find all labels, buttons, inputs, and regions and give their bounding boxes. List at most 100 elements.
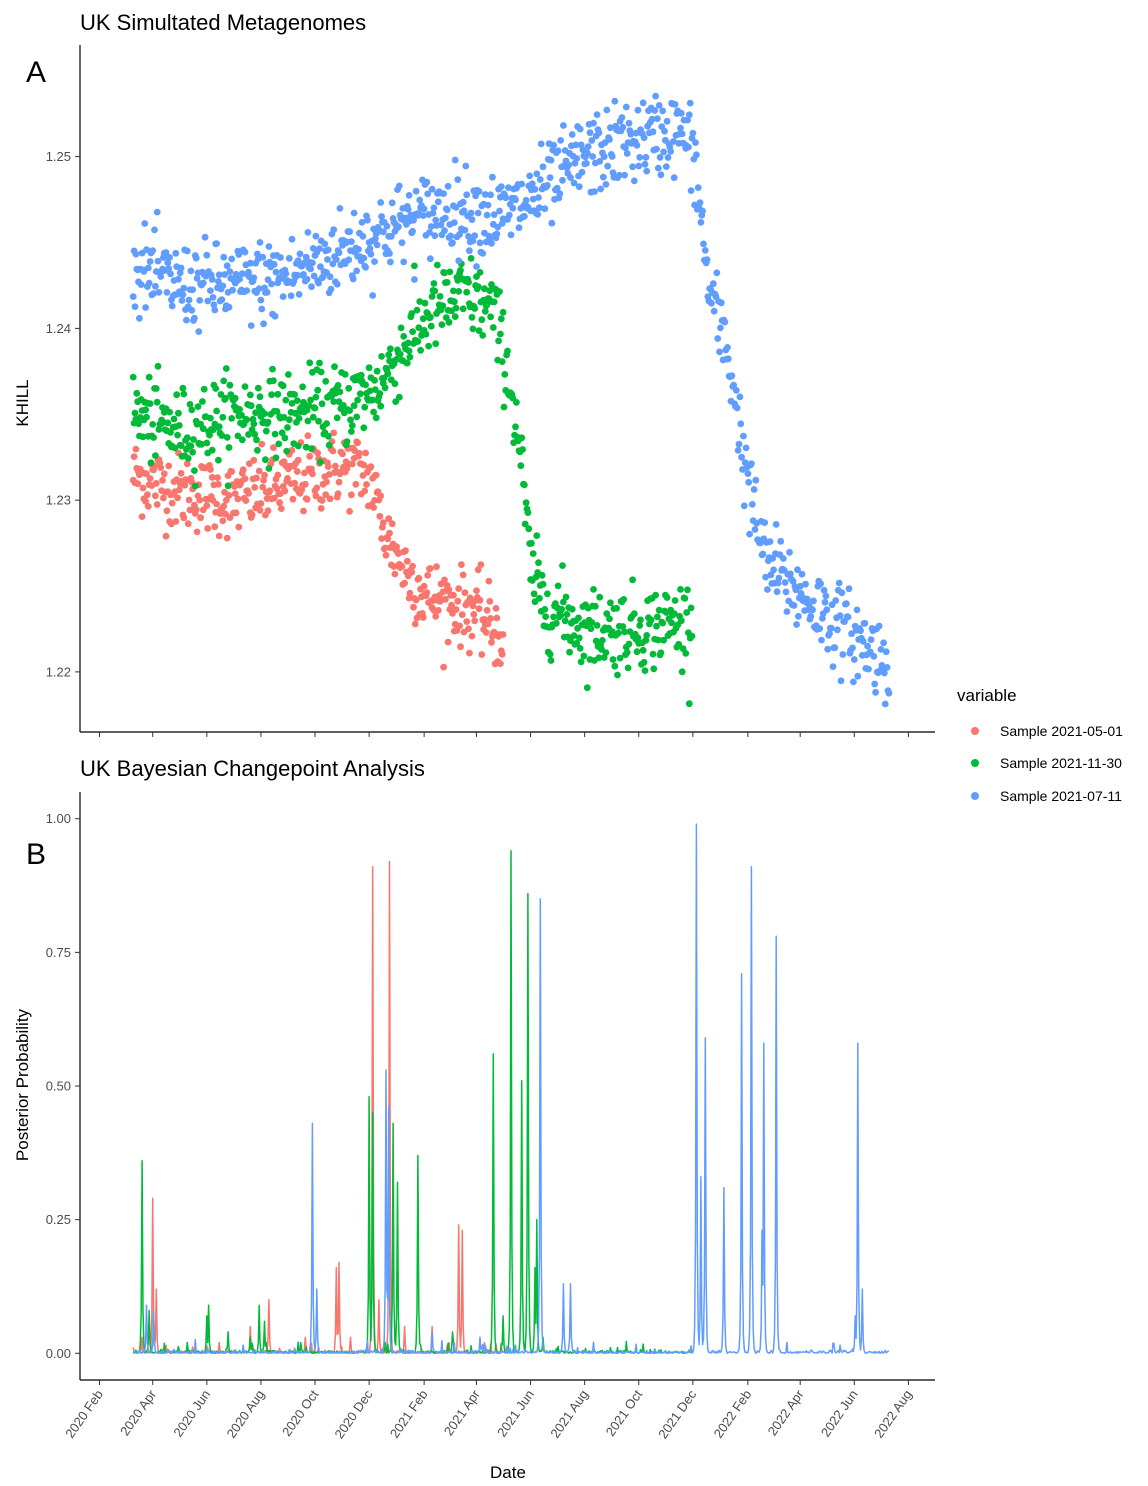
data-point (352, 480, 360, 488)
data-point (619, 623, 627, 630)
data-point (777, 537, 785, 545)
data-point (408, 310, 416, 317)
data-point (295, 291, 303, 298)
data-point (529, 195, 537, 203)
legend-swatch-sample-2021-11-30 (971, 759, 979, 767)
data-point (157, 464, 165, 471)
data-point (626, 628, 634, 635)
data-point (388, 199, 396, 207)
data-point (633, 648, 641, 656)
data-point (316, 245, 323, 253)
data-point (603, 610, 611, 618)
data-point (188, 306, 196, 314)
data-point (172, 249, 180, 257)
data-point (583, 160, 590, 167)
data-point (596, 593, 604, 601)
data-point (265, 465, 273, 472)
data-point (483, 211, 491, 219)
data-point (293, 468, 301, 475)
data-point (487, 615, 494, 622)
data-point (526, 172, 534, 180)
data-point (458, 611, 466, 619)
data-point (438, 321, 446, 328)
data-point (575, 183, 583, 191)
data-point (681, 595, 689, 602)
data-point (478, 316, 486, 324)
data-point (309, 259, 316, 267)
data-point (521, 212, 528, 220)
data-point (653, 145, 660, 153)
data-point (536, 176, 544, 183)
data-point (256, 239, 264, 246)
data-point (197, 514, 205, 522)
data-point (234, 432, 242, 440)
data-point (257, 500, 265, 507)
data-point (656, 154, 664, 161)
data-point (324, 432, 332, 440)
data-point (412, 596, 420, 604)
data-point (577, 658, 585, 666)
data-point (501, 371, 509, 378)
data-point (559, 176, 566, 184)
data-point (274, 390, 282, 398)
data-point (621, 628, 628, 636)
data-point (832, 597, 840, 604)
data-point (129, 293, 137, 300)
data-point (228, 468, 236, 475)
data-point (364, 216, 371, 224)
data-point (583, 684, 591, 692)
data-point (818, 636, 825, 644)
data-point (279, 382, 287, 390)
data-point (211, 306, 219, 314)
data-point (641, 160, 649, 168)
data-point (528, 539, 535, 547)
data-point (174, 494, 182, 502)
data-point (424, 571, 432, 579)
data-point (471, 305, 479, 312)
data-point (185, 296, 193, 304)
data-point (775, 574, 783, 582)
data-point (703, 256, 711, 263)
data-point (441, 227, 448, 235)
data-point (688, 632, 696, 640)
data-point (331, 363, 338, 371)
data-point (441, 576, 448, 584)
data-point (160, 470, 168, 478)
data-point (519, 446, 526, 453)
data-point (220, 377, 228, 385)
data-point (165, 462, 173, 470)
data-point (567, 174, 574, 182)
data-point (377, 402, 385, 410)
data-point (333, 280, 341, 288)
data-point (476, 596, 484, 604)
data-point (143, 413, 150, 421)
data-point (360, 424, 368, 432)
data-point (239, 466, 247, 474)
data-point (546, 174, 554, 182)
data-point (395, 182, 403, 190)
data-point (467, 209, 475, 217)
legend-swatch-sample-2021-05-01 (971, 727, 979, 735)
data-point (454, 176, 462, 184)
data-point (307, 396, 314, 404)
data-point (463, 618, 471, 625)
data-point (849, 644, 856, 652)
data-point (324, 463, 332, 470)
data-point (683, 609, 691, 616)
data-point (341, 371, 349, 378)
data-point (336, 205, 344, 212)
data-point (430, 280, 438, 287)
data-point (474, 283, 482, 290)
data-point (507, 231, 515, 239)
data-point (493, 230, 501, 238)
data-point (420, 205, 428, 213)
data-point (262, 427, 270, 435)
data-point (619, 123, 627, 131)
data-point (318, 400, 326, 408)
data-point (528, 180, 536, 188)
data-point (326, 495, 334, 503)
data-point (816, 625, 824, 632)
data-point (229, 286, 237, 294)
data-point (226, 268, 234, 275)
